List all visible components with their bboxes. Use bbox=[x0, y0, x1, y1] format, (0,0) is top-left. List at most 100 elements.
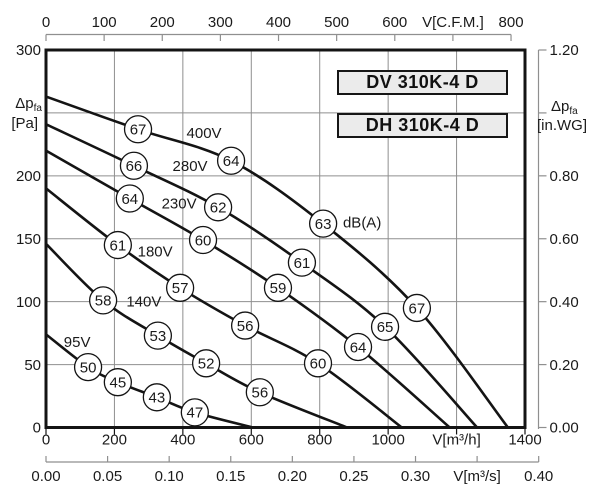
axis-m3h: 0 200 400 600 800 1000 V[m³/h] 1400 bbox=[42, 429, 542, 449]
db-value: 56 bbox=[237, 318, 254, 335]
m3s-tick-label: 0.15 bbox=[216, 468, 245, 485]
pa-tick-label: 300 bbox=[16, 42, 41, 59]
db-value: 67 bbox=[409, 300, 426, 317]
voltage-label-230V: 230V bbox=[162, 196, 197, 213]
db-value: 43 bbox=[149, 390, 166, 407]
m3h-tick-label: 800 bbox=[307, 432, 332, 449]
db-value: 60 bbox=[195, 232, 212, 249]
db-value: 63 bbox=[315, 216, 332, 233]
cfm-tick-label: 600 bbox=[382, 14, 407, 31]
m3s-tick-label: 0.00 bbox=[31, 468, 60, 485]
db-circle-95V-47 bbox=[180, 398, 209, 427]
inwg-tick-label: 0.00 bbox=[550, 420, 579, 437]
cfm-tick-label: 0 bbox=[42, 14, 50, 31]
m3s-tick-label: 0.05 bbox=[93, 468, 122, 485]
db-circle-140V-52 bbox=[191, 349, 221, 378]
db-circle-400V-63 bbox=[308, 209, 338, 238]
db-circle-400V-67 bbox=[123, 115, 153, 144]
db-circle-280V-66 bbox=[119, 151, 149, 180]
db-circle-230V-59 bbox=[263, 273, 293, 302]
db-value: 57 bbox=[172, 280, 189, 297]
axis-pa: 0 50 100 150 200 300 Δpfa[Pa] bbox=[11, 42, 42, 437]
m3h-tick-label: V[m³/h] bbox=[432, 432, 480, 449]
db-value: 45 bbox=[110, 375, 127, 392]
m3h-tick-label: 1400 bbox=[508, 432, 541, 449]
db-markers: 67 64 63 67 66 62 61 65 64 60 59 64 61 57 56 60 58 53 52 56… bbox=[73, 115, 432, 427]
m3s-tick-label: V[m³/s] bbox=[453, 468, 501, 485]
y-left-unit: [Pa] bbox=[11, 115, 38, 132]
axis-inwg: 0.00 0.20 0.40 0.60 0.80 1.20 Δpfa[in.WG] bbox=[537, 42, 587, 437]
inwg-tick-label: 0.20 bbox=[550, 357, 579, 374]
pa-tick-label: 100 bbox=[16, 294, 41, 311]
db-circle-140V-56 bbox=[245, 378, 274, 407]
cfm-tick-label: 200 bbox=[150, 14, 175, 31]
y-left-title: Δpfa bbox=[15, 95, 42, 114]
db-unit-label: dB(A) bbox=[343, 214, 381, 231]
pa-tick-label: 50 bbox=[24, 357, 41, 374]
axis-m3s: 0.00 0.05 0.10 0.15 0.20 0.25 0.30 V[m³/s] 0.40 bbox=[31, 456, 553, 485]
cfm-tick-label: 100 bbox=[92, 14, 117, 31]
y-right-unit: [in.WG] bbox=[537, 117, 587, 134]
m3h-tick-label: 400 bbox=[170, 432, 195, 449]
db-circle-95V-50 bbox=[73, 352, 103, 382]
cfm-tick-label: 300 bbox=[208, 14, 233, 31]
m3h-tick-label: 1000 bbox=[371, 432, 404, 449]
db-value: 64 bbox=[121, 191, 138, 208]
curve-labels: 400V 280V 230V 180V 140V 95V dB(A) bbox=[64, 125, 382, 351]
db-circle-280V-61 bbox=[287, 248, 317, 277]
db-circle-280V-62 bbox=[203, 193, 233, 222]
db-circle-230V-60 bbox=[188, 225, 218, 255]
db-value: 65 bbox=[377, 319, 394, 336]
voltage-label-400V: 400V bbox=[187, 125, 222, 142]
pa-tick-label: 200 bbox=[16, 168, 41, 185]
plot-frame bbox=[44, 48, 527, 429]
db-value: 62 bbox=[210, 200, 227, 217]
inwg-tick-label: 0.80 bbox=[550, 168, 579, 185]
db-value: 50 bbox=[80, 359, 97, 376]
db-value: 61 bbox=[294, 255, 311, 272]
inwg-tick-label: 1.20 bbox=[550, 42, 579, 59]
inwg-tick-label: 0.60 bbox=[550, 231, 579, 248]
voltage-label-95V: 95V bbox=[64, 334, 91, 351]
db-circle-230V-64 bbox=[115, 184, 144, 213]
db-value: 47 bbox=[186, 405, 203, 422]
db-value: 66 bbox=[126, 158, 143, 175]
db-value: 52 bbox=[198, 356, 215, 373]
m3s-tick-label: 0.20 bbox=[278, 468, 307, 485]
gridlines bbox=[46, 50, 525, 428]
db-circle-95V-43 bbox=[142, 383, 172, 412]
model-badge-dh: DH 310K-4 D bbox=[337, 113, 508, 138]
db-circle-180V-56 bbox=[230, 311, 260, 340]
m3h-tick-label: 0 bbox=[42, 432, 50, 449]
cfm-tick-label: 500 bbox=[324, 14, 349, 31]
db-circle-400V-67 bbox=[402, 293, 432, 323]
db-value: 64 bbox=[350, 339, 367, 356]
db-circle-95V-45 bbox=[103, 368, 132, 397]
db-circle-180V-57 bbox=[165, 273, 195, 302]
m3h-tick-label: 200 bbox=[102, 432, 127, 449]
m3s-tick-label: 0.30 bbox=[401, 468, 430, 485]
db-circle-140V-58 bbox=[88, 286, 118, 315]
db-circle-140V-53 bbox=[143, 321, 173, 350]
db-value: 67 bbox=[130, 122, 147, 139]
model-badge-dv: DV 310K-4 D bbox=[337, 70, 508, 95]
db-value: 61 bbox=[110, 237, 127, 254]
m3s-tick-label: 0.25 bbox=[339, 468, 368, 485]
m3s-tick-label: 0.10 bbox=[155, 468, 184, 485]
db-value: 58 bbox=[95, 293, 112, 310]
voltage-label-280V: 280V bbox=[173, 158, 208, 175]
db-value: 53 bbox=[150, 328, 167, 345]
m3s-tick-label: 0.40 bbox=[524, 468, 553, 485]
db-circle-280V-65 bbox=[370, 312, 400, 341]
voltage-label-180V: 180V bbox=[138, 243, 173, 260]
pa-tick-label: 0 bbox=[33, 420, 41, 437]
m3h-tick-label: 600 bbox=[239, 432, 264, 449]
db-circle-230V-64 bbox=[343, 332, 373, 362]
db-value: 64 bbox=[223, 153, 240, 170]
cfm-tick-label: 400 bbox=[266, 14, 291, 31]
voltage-label-140V: 140V bbox=[126, 294, 161, 311]
inwg-tick-label: 0.40 bbox=[550, 294, 579, 311]
cfm-tick-label: V[C.F.M.] bbox=[422, 14, 484, 31]
cfm-tick-label: 800 bbox=[499, 14, 524, 31]
